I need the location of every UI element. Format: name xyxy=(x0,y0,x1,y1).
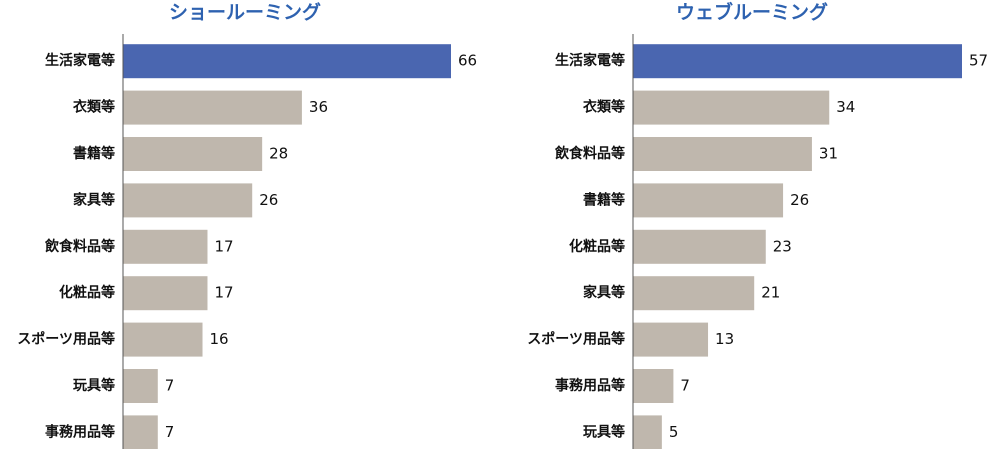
value-label: 7 xyxy=(165,377,175,395)
bar xyxy=(633,183,784,218)
chart-title: ウェブルーミング xyxy=(676,1,828,24)
value-label: 17 xyxy=(214,237,233,255)
bar xyxy=(123,276,208,311)
bar xyxy=(633,90,830,125)
bar xyxy=(633,415,662,449)
value-label: 36 xyxy=(309,98,328,116)
category-label: 玩具等 xyxy=(583,423,625,440)
value-label: 28 xyxy=(269,145,288,163)
category-label: 化粧品等 xyxy=(569,238,625,255)
value-label: 34 xyxy=(836,98,855,116)
bar xyxy=(123,183,253,218)
bar xyxy=(633,322,709,357)
category-label: 家具等 xyxy=(73,191,115,208)
value-label: 5 xyxy=(669,423,679,441)
value-label: 7 xyxy=(165,423,175,441)
bar xyxy=(123,137,263,171)
category-label: スポーツ用品等 xyxy=(527,331,625,348)
bar xyxy=(123,229,208,264)
value-label: 31 xyxy=(819,145,838,163)
value-label: 23 xyxy=(773,237,792,255)
category-label: 事務用品等 xyxy=(555,377,625,394)
category-label: 飲食料品等 xyxy=(554,145,625,162)
bar xyxy=(633,137,812,171)
value-label: 7 xyxy=(680,377,690,395)
value-label: 17 xyxy=(214,284,233,302)
bar xyxy=(123,90,302,125)
value-label: 66 xyxy=(458,52,477,70)
bar xyxy=(123,44,451,79)
value-label: 13 xyxy=(715,330,734,348)
bar xyxy=(123,369,158,403)
value-label: 57 xyxy=(969,52,988,70)
category-label: 生活家電等 xyxy=(45,52,115,69)
category-label: スポーツ用品等 xyxy=(17,331,115,348)
category-label: 飲食料品等 xyxy=(44,238,115,255)
value-label: 26 xyxy=(790,191,809,209)
bar xyxy=(633,276,755,311)
category-label: 事務用品等 xyxy=(45,423,115,440)
bar xyxy=(123,322,203,357)
bar xyxy=(123,415,158,449)
bar xyxy=(633,229,766,264)
bar xyxy=(633,369,674,403)
category-label: 生活家電等 xyxy=(555,52,625,69)
category-label: 書籍等 xyxy=(73,145,115,162)
category-label: 玩具等 xyxy=(73,377,115,394)
category-label: 書籍等 xyxy=(583,191,625,208)
category-label: 衣類等 xyxy=(583,99,625,116)
chart-title: ショールーミング xyxy=(169,1,321,24)
value-label: 26 xyxy=(259,191,278,209)
value-label: 16 xyxy=(210,330,229,348)
category-label: 衣類等 xyxy=(73,99,115,116)
category-label: 家具等 xyxy=(583,284,625,301)
value-label: 21 xyxy=(761,284,780,302)
category-label: 化粧品等 xyxy=(59,284,115,301)
bar xyxy=(633,44,962,79)
